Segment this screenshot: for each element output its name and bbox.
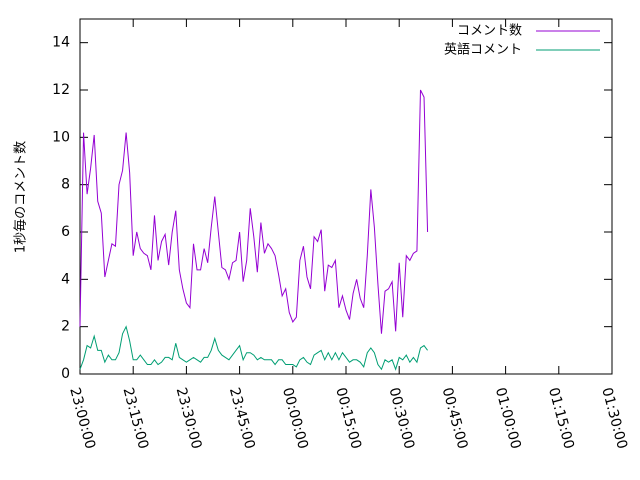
x-tick-label: 00:00:00	[279, 386, 311, 451]
series-line-2	[79, 325, 428, 371]
plot-frame	[79, 18, 613, 375]
x-tick-label: 00:15:00	[332, 386, 364, 451]
y-tick-label: 12	[52, 82, 70, 98]
x-tick-label: 23:15:00	[119, 386, 151, 451]
y-tick-label: 10	[52, 129, 70, 145]
x-tick-label: 01:30:00	[598, 386, 630, 451]
y-tick-label: 14	[52, 35, 70, 51]
x-tick-label: 23:30:00	[173, 386, 205, 451]
x-tick-label: 01:00:00	[492, 386, 524, 451]
y-tick-label: 6	[61, 224, 70, 240]
x-tick-label: 23:00:00	[66, 386, 98, 451]
x-tick-label: 00:30:00	[385, 386, 417, 451]
series-line-1	[79, 89, 429, 334]
y-tick-label: 4	[61, 271, 70, 287]
y-axis: 0 2 4 6 8 10 12 14	[52, 35, 612, 382]
legend-label-1: コメント数	[457, 24, 522, 39]
y-tick-label: 0	[61, 366, 70, 382]
y-tick-label: 2	[61, 319, 70, 335]
y-tick-label: 8	[61, 177, 70, 193]
x-tick-label: 23:45:00	[226, 386, 258, 451]
series-lines	[79, 89, 429, 371]
legend-label-2: 英語コメント	[444, 42, 522, 58]
x-tick-label: 00:45:00	[439, 386, 471, 451]
x-axis: 23:00:00 23:15:00 23:30:00 23:45:00 00:00:00…	[66, 19, 630, 451]
y-axis-label: 1秒毎のコメント数	[13, 141, 29, 253]
x-tick-label: 01:15:00	[545, 386, 577, 451]
